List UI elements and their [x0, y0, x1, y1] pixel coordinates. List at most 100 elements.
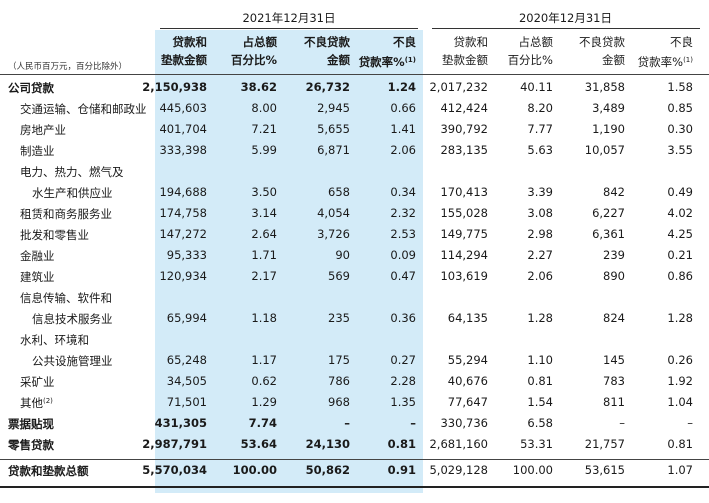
cell-2020-share-pct: 0.81 [527, 374, 553, 388]
row-label: 贷款和垫款总额 [8, 464, 89, 478]
cell-2020-npl-ratio: 0.21 [667, 248, 693, 262]
column-header-line1: 不良 [670, 35, 693, 49]
cell-2021-npl-amount: 4,054 [317, 206, 350, 220]
row-label: 建筑业 [20, 270, 55, 284]
cell-2021-share-pct: 5.99 [251, 143, 277, 157]
cell-2020-npl-amount: 21,757 [584, 437, 625, 451]
row-label-continued: 公共设施管理业 [32, 354, 113, 368]
cell-2020-npl-ratio: 1.28 [667, 311, 693, 325]
cell-2020-share-pct: 100.00 [512, 463, 553, 477]
cell-2021-npl-amount: 26,732 [305, 80, 350, 94]
cell-2020-npl-amount: 6,227 [592, 206, 625, 220]
column-header-2020-npl-ratio: 不良贷款率%(1) [618, 33, 693, 71]
cell-2021-loan-amount: 431,305 [154, 416, 207, 430]
cell-2021-npl-ratio: 1.41 [390, 122, 416, 136]
cell-2021-npl-ratio: 0.81 [387, 437, 416, 451]
cell-2021-npl-ratio: – [410, 416, 416, 430]
highlight-2021-columns [155, 30, 423, 493]
cell-2021-npl-ratio: 0.27 [390, 353, 416, 367]
cell-2020-npl-amount: 31,858 [584, 80, 625, 94]
cell-2020-npl-ratio: 1.07 [667, 463, 693, 477]
cell-2020-npl-ratio: 3.55 [667, 143, 693, 157]
cell-2020-loan-amount: 390,792 [440, 122, 488, 136]
cell-2021-share-pct: 1.71 [251, 248, 277, 262]
cell-2021-share-pct: 2.64 [251, 227, 277, 241]
cell-2020-loan-amount: 40,676 [447, 374, 488, 388]
cell-2021-npl-ratio: 0.36 [390, 311, 416, 325]
cell-2021-loan-amount: 194,688 [159, 185, 207, 199]
cell-2021-loan-amount: 147,272 [159, 227, 207, 241]
cell-2020-share-pct: 3.39 [527, 185, 553, 199]
column-header-2021-npl-amount: 不良贷款 金额 [275, 33, 350, 69]
cell-2020-share-pct: 1.54 [527, 395, 553, 409]
cell-2021-loan-amount: 95,333 [166, 248, 207, 262]
row-label: 票据贴现 [8, 417, 54, 431]
column-header-line1: 贷款和 [172, 35, 208, 49]
cell-2021-loan-amount: 445,603 [159, 101, 207, 115]
table-bottom-rule [0, 486, 709, 488]
cell-2020-share-pct: 2.98 [527, 227, 553, 241]
cell-2021-share-pct: 100.00 [232, 463, 277, 477]
cell-2020-loan-amount: 103,619 [440, 269, 488, 283]
cell-2021-npl-amount: 2,945 [317, 101, 350, 115]
footnote-marker: (1) [404, 56, 416, 64]
column-header-2020-loan-amount: 贷款和 垫款金额 [413, 33, 488, 69]
row-label-continued: 信息技术服务业 [32, 312, 113, 326]
cell-2020-npl-ratio: 0.26 [667, 353, 693, 367]
column-header-2021-share-pct: 占总额 百分比% [202, 33, 277, 69]
row-label: 制造业 [20, 144, 55, 158]
row-label: 租赁和商务服务业 [20, 207, 112, 221]
cell-2020-loan-amount: 2,017,232 [429, 80, 488, 94]
cell-2021-share-pct: 8.00 [251, 101, 277, 115]
cell-2020-npl-ratio: 1.92 [667, 374, 693, 388]
cell-2020-share-pct: 40.11 [520, 80, 553, 94]
cell-2020-share-pct: 7.77 [527, 122, 553, 136]
cell-2020-share-pct: 8.20 [527, 101, 553, 115]
cell-2021-npl-amount: 24,130 [305, 437, 350, 451]
cell-2020-npl-amount: 890 [603, 269, 625, 283]
cell-2020-loan-amount: 330,736 [440, 416, 488, 430]
row-label: 水利、环境和 [20, 333, 89, 347]
cell-2021-npl-ratio: 2.32 [390, 206, 416, 220]
column-header-line2: 贷款率%(1) [637, 55, 693, 69]
cell-2021-loan-amount: 65,248 [166, 353, 207, 367]
cell-2021-npl-ratio: 0.47 [390, 269, 416, 283]
cell-2021-npl-amount: 175 [328, 353, 350, 367]
column-header-2021-npl-ratio: 不良 贷款率%(1) [341, 33, 416, 71]
row-label-continued: 水生产和供应业 [32, 186, 113, 200]
cell-2021-npl-ratio: 2.28 [390, 374, 416, 388]
column-header-2020-share-pct: 占总额 百分比% [478, 33, 553, 69]
row-label: 零售贷款 [8, 438, 54, 452]
period-underline-2020 [432, 28, 700, 29]
cell-2021-npl-amount: 569 [328, 269, 350, 283]
cell-2021-npl-amount: 90 [335, 248, 350, 262]
cell-2021-npl-ratio: 1.24 [387, 80, 416, 94]
cell-2021-npl-amount: 658 [328, 185, 350, 199]
cell-2021-npl-amount: 5,655 [317, 122, 350, 136]
row-label: 电力、热力、燃气及 [20, 165, 124, 179]
period-header-2021: 2021年12月31日 [242, 11, 336, 25]
cell-2021-share-pct: 3.14 [251, 206, 277, 220]
cell-2020-share-pct: 53.31 [520, 437, 553, 451]
cell-2020-npl-ratio: 0.85 [667, 101, 693, 115]
cell-2020-loan-amount: 55,294 [447, 353, 488, 367]
column-header-line2: 金额 [602, 53, 625, 67]
column-header-line1: 不良贷款 [304, 35, 350, 49]
cell-2020-share-pct: 6.58 [527, 416, 553, 430]
cell-2020-share-pct: 2.06 [527, 269, 553, 283]
cell-2020-loan-amount: 2,681,160 [429, 437, 488, 451]
cell-2020-share-pct: 3.08 [527, 206, 553, 220]
cell-2020-share-pct: 1.10 [527, 353, 553, 367]
row-label: 房地产业 [20, 123, 66, 137]
cell-2021-share-pct: 38.62 [240, 80, 277, 94]
cell-2020-npl-ratio: 4.02 [667, 206, 693, 220]
column-header-line1: 贷款和 [453, 35, 489, 49]
cell-2020-npl-ratio: 0.86 [667, 269, 693, 283]
cell-2020-npl-amount: 53,615 [584, 463, 625, 477]
cell-2021-npl-ratio: 2.53 [390, 227, 416, 241]
cell-2020-loan-amount: 170,413 [440, 185, 488, 199]
cell-2021-npl-amount: 786 [328, 374, 350, 388]
row-label: 其他(2) [20, 396, 53, 410]
cell-2020-npl-amount: 6,361 [592, 227, 625, 241]
cell-2021-share-pct: 7.21 [251, 122, 277, 136]
